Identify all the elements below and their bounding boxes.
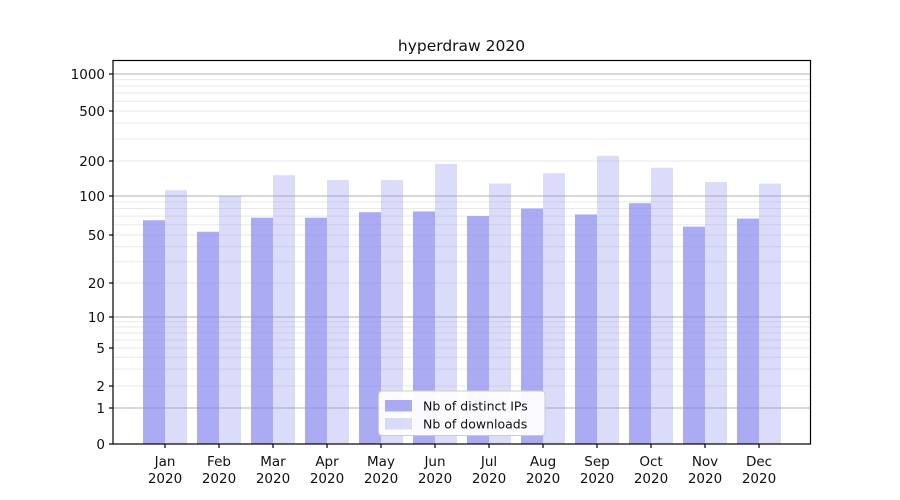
- y-tick-label-500: 500: [79, 104, 105, 120]
- bar-downloads-jun-2020: [435, 163, 457, 444]
- x-tick-label-jun-2020: Jun 2020: [418, 454, 452, 487]
- bar-downloads-may-2020: [381, 180, 403, 444]
- x-tick-label-sep-2020: Sep 2020: [580, 454, 614, 487]
- x-tick-label-jan-2020: Jan 2020: [148, 454, 182, 487]
- bar-distinct-ips-oct-2020: [629, 203, 651, 444]
- y-tick-label-50: 50: [88, 228, 105, 244]
- x-tick-label-apr-2020: Apr 2020: [310, 454, 344, 487]
- y-tick-label-1000: 1000: [71, 67, 105, 83]
- legend-label-distinct-ips: Nb of distinct IPs: [423, 399, 528, 414]
- bar-downloads-oct-2020: [651, 167, 673, 444]
- chart-title: hyperdraw 2020: [398, 37, 525, 55]
- bar-distinct-ips-dec-2020: [737, 218, 759, 444]
- bar-distinct-ips-jun-2020: [413, 211, 435, 444]
- legend-swatch-downloads-icon: [385, 418, 412, 430]
- x-tick-label-dec-2020: Dec 2020: [742, 454, 776, 487]
- x-tick-label-may-2020: May 2020: [364, 454, 398, 487]
- x-tick-label-mar-2020: Mar 2020: [256, 454, 290, 487]
- bar-downloads-dec-2020: [759, 183, 781, 444]
- bar-downloads-jan-2020: [165, 190, 187, 444]
- bar-distinct-ips-jan-2020: [143, 220, 165, 444]
- x-axis: Jan 2020 Feb 2020 Mar 2020 Apr 2020 May 2020 Jun 20…: [148, 444, 776, 487]
- bar-distinct-ips-mar-2020: [251, 217, 273, 444]
- bar-downloads-aug-2020: [543, 173, 565, 444]
- y-tick-label-10: 10: [88, 310, 105, 326]
- bar-distinct-ips-may-2020: [359, 212, 381, 444]
- bar-distinct-ips-jul-2020: [467, 216, 489, 444]
- bar-downloads-feb-2020: [219, 196, 241, 444]
- bar-distinct-ips-apr-2020: [305, 217, 327, 444]
- y-tick-label-0: 0: [96, 437, 105, 453]
- bar-downloads-nov-2020: [705, 181, 727, 444]
- x-tick-label-nov-2020: Nov 2020: [688, 454, 722, 487]
- legend-box: [378, 390, 546, 436]
- y-tick-label-2: 2: [96, 379, 105, 395]
- legend-label-downloads: Nb of downloads: [423, 417, 527, 432]
- bar-distinct-ips-feb-2020: [197, 231, 219, 444]
- bar-downloads-apr-2020: [327, 180, 349, 444]
- y-tick-label-5: 5: [96, 341, 105, 357]
- y-axis: 0 1 2 5 10 20 50 100 200 500 1000: [71, 67, 113, 453]
- legend-swatch-distinct-ips-icon: [385, 400, 412, 412]
- x-tick-label-feb-2020: Feb 2020: [202, 454, 236, 487]
- x-tick-label-oct-2020: Oct 2020: [634, 454, 668, 487]
- x-tick-label-aug-2020: Aug 2020: [526, 454, 560, 487]
- x-tick-label-jul-2020: Jul 2020: [472, 454, 506, 487]
- bar-distinct-ips-sep-2020: [575, 214, 597, 444]
- y-tick-label-200: 200: [79, 154, 105, 170]
- bar-downloads-jul-2020: [489, 183, 511, 444]
- bar-downloads-sep-2020: [597, 155, 619, 444]
- bar-downloads-mar-2020: [273, 175, 295, 444]
- bars: [143, 155, 781, 444]
- y-tick-label-1: 1: [96, 401, 105, 417]
- legend: Nb of distinct IPs Nb of downloads: [378, 390, 546, 436]
- plot-border: [112, 59, 812, 445]
- bar-distinct-ips-nov-2020: [683, 226, 705, 444]
- y-tick-label-20: 20: [88, 276, 105, 292]
- y-tick-label-100: 100: [79, 189, 105, 205]
- bar-distinct-ips-aug-2020: [521, 208, 543, 444]
